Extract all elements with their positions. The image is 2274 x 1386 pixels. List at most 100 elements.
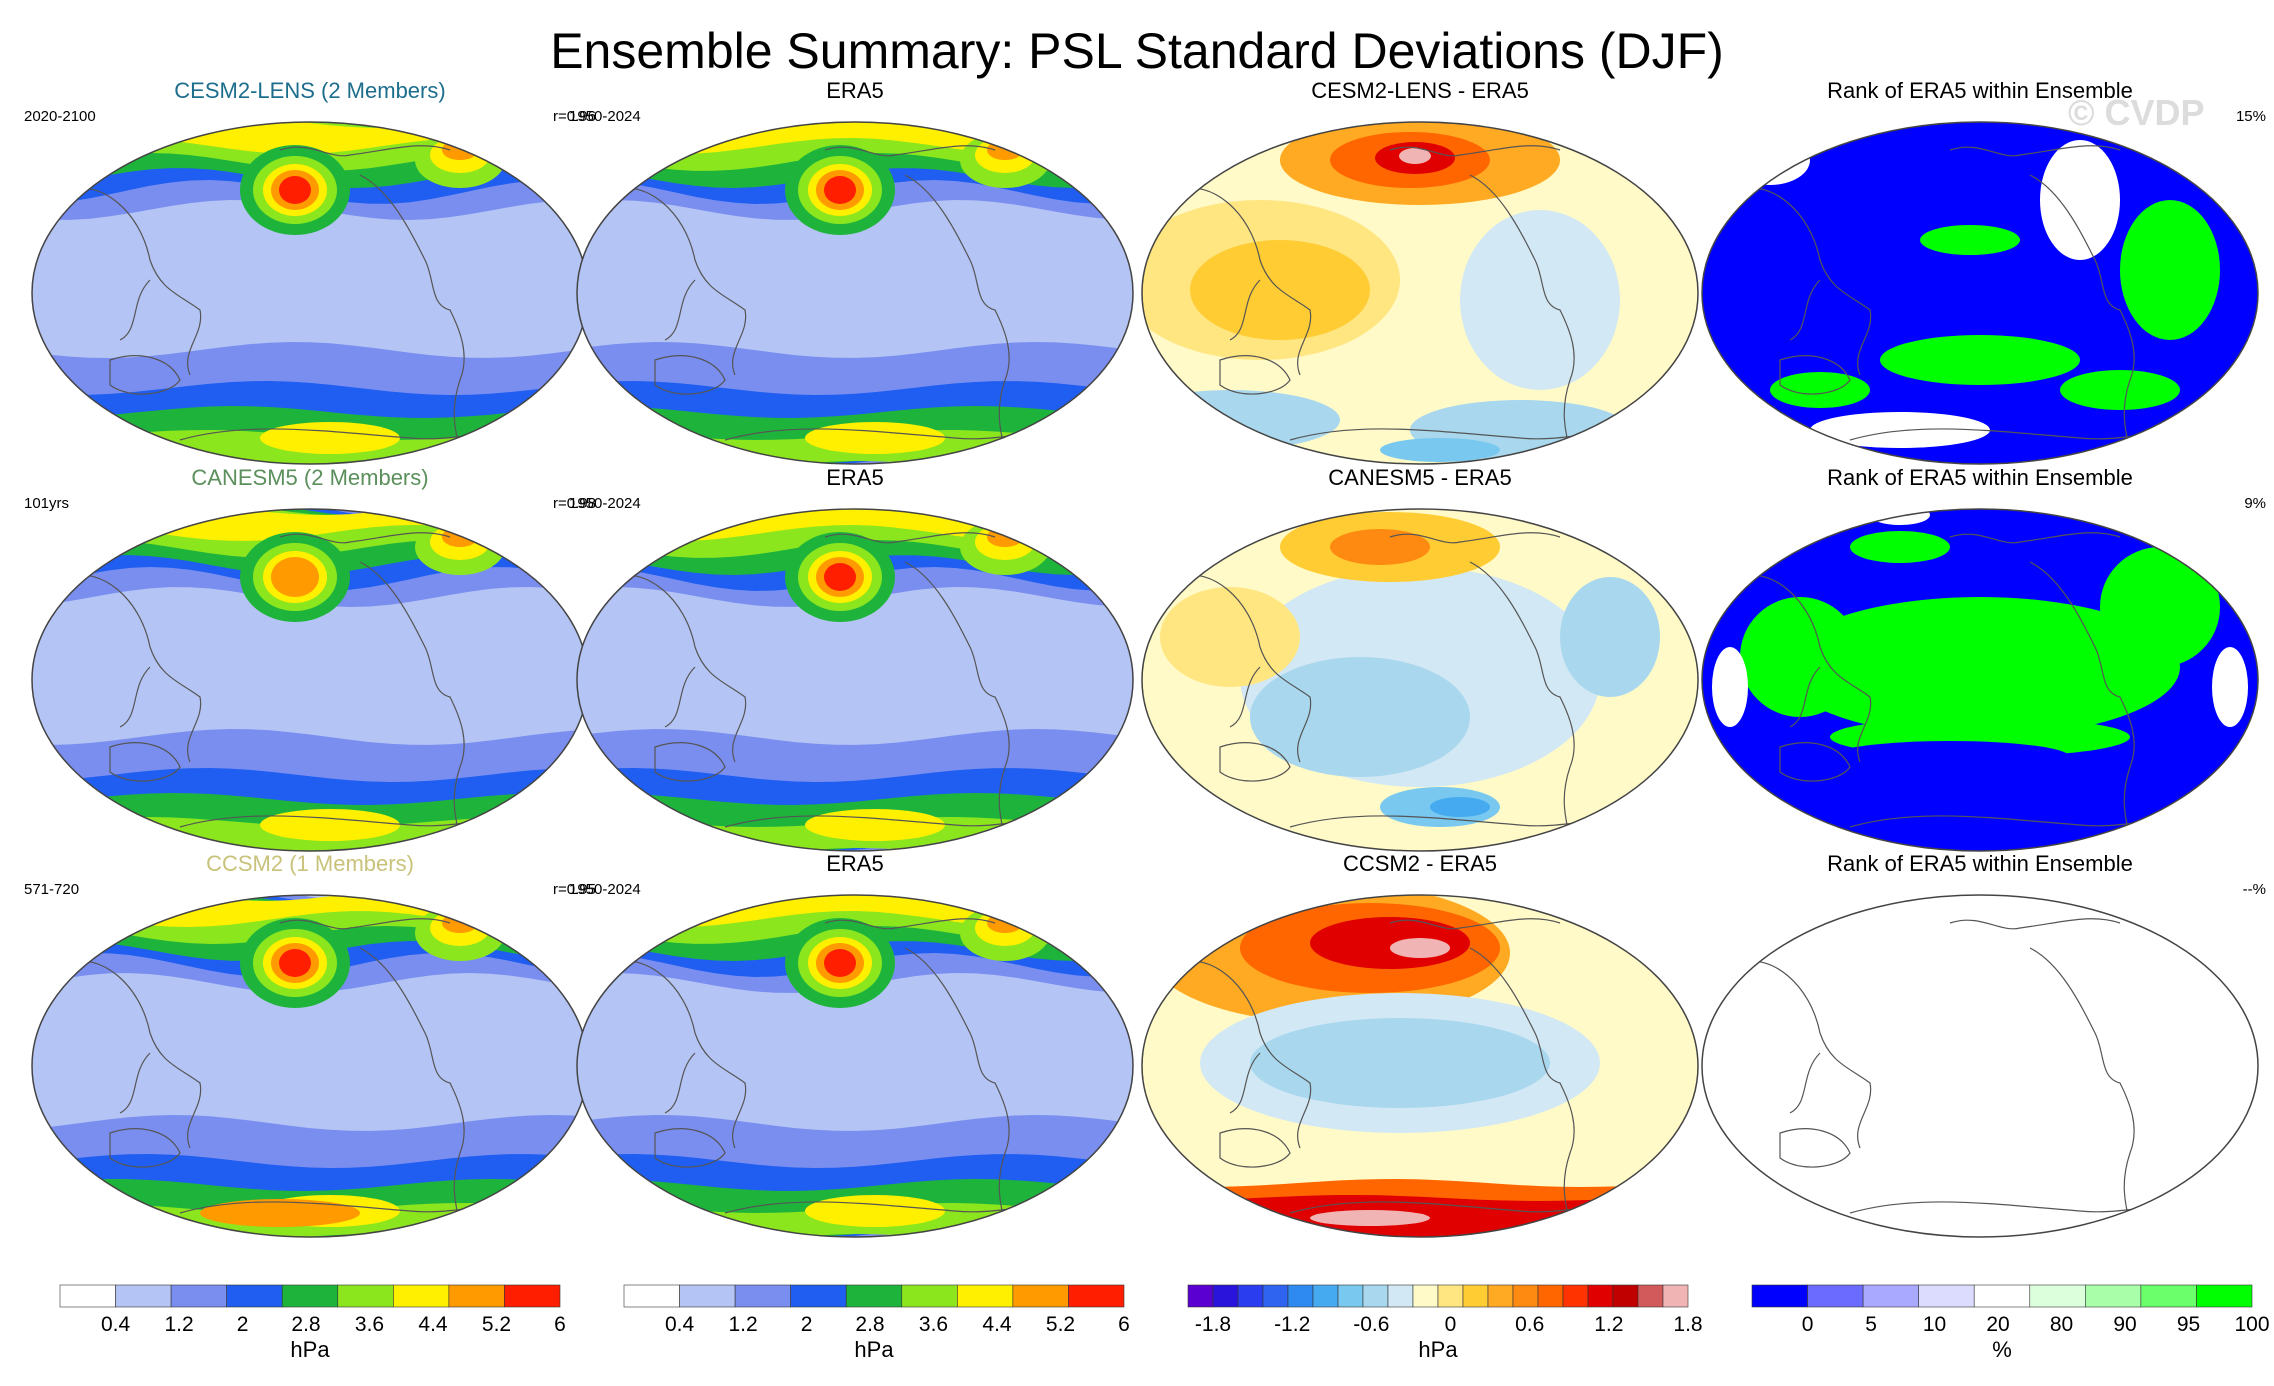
colorbar-swatch: [1462, 1284, 1489, 1308]
colorbar-tick-label: 1.2: [164, 1313, 193, 1335]
colorbar-tick-label: 4.4: [982, 1313, 1012, 1335]
colorbar-swatch: [1662, 1284, 1689, 1308]
panel-stat: --%: [2242, 881, 2266, 898]
colorbar-svg: 0.4 1.2 2 2.8 3.6 4.4 5.2 6: [59, 1284, 566, 1335]
colorbar-tick-label: 0.6: [1515, 1313, 1544, 1335]
colorbar-tick-label: 6: [554, 1313, 566, 1335]
diff-map: [1141, 894, 1699, 1238]
colorbar-tick-label: 10: [1923, 1313, 1946, 1335]
colorbar-swatch: [1262, 1284, 1289, 1308]
colorbar-tick-label: 1.8: [1673, 1313, 1702, 1335]
colorbar-swatch: [1512, 1284, 1539, 1308]
colorbar-swatch: [1068, 1284, 1125, 1308]
colorbar-swatch: [1973, 1284, 2031, 1308]
colorbar-tick-label: 1.2: [1594, 1313, 1623, 1335]
colorbar-swatch: [1612, 1284, 1639, 1308]
colorbar-swatch: [1437, 1284, 1464, 1308]
colorbar-swatch: [1562, 1284, 1589, 1308]
colorbar-tick-label: 0: [1445, 1313, 1457, 1335]
panel-title: ERA5: [826, 465, 884, 490]
colorbar-swatch: [448, 1284, 505, 1308]
colorbar-tick-label: 95: [2177, 1313, 2200, 1335]
std-map: [31, 508, 589, 852]
obs-panel: ERA5 1950-2024: [569, 465, 1135, 852]
colorbar-unit: hPa: [290, 1337, 330, 1362]
std-map: [576, 508, 1134, 852]
colorbar-svg: 0.4 1.2 2 2.8 3.6 4.4 5.2 6: [623, 1284, 1130, 1335]
rank-panel: Rank of ERA5 within Ensemble 9%: [1700, 465, 2266, 852]
colorbar-tick-label: 2: [801, 1313, 813, 1335]
panel-period: 571-720: [24, 881, 80, 898]
std-map: [31, 894, 589, 1238]
colorbar-swatch: [393, 1284, 450, 1308]
colorbar-swatch: [1807, 1284, 1864, 1308]
colorbar-swatch: [2140, 1284, 2197, 1308]
panel-period: 1950-2024: [569, 108, 641, 125]
obs-panel: ERA5 1950-2024: [569, 78, 1135, 465]
colorbar-swatch: [790, 1284, 847, 1308]
std-map: [31, 121, 589, 465]
diff-panel: CANESM5 - ERA5: [1140, 465, 1700, 852]
colorbar-swatch: [1212, 1284, 1239, 1308]
colorbar-swatch: [1587, 1284, 1614, 1308]
panel-title: ERA5: [826, 78, 884, 103]
panel-title: CESM2-LENS (2 Members): [174, 78, 446, 103]
page-title: Ensemble Summary: PSL Standard Deviation…: [550, 23, 1724, 79]
colorbar-swatch: [1012, 1284, 1069, 1308]
colorbar-swatch: [679, 1284, 736, 1308]
colorbar-swatch: [2029, 1284, 2086, 1308]
colorbar-obs-std: 0.4 1.2 2 2.8 3.6 4.4 5.2 6 hPa: [604, 1283, 1144, 1362]
panel-period: 101yrs: [24, 495, 70, 512]
colorbar-swatch: [1487, 1284, 1514, 1308]
panel-period: 1950-2024: [569, 495, 641, 512]
colorbar-svg: 0 5 10 20 80 90 95 100: [1751, 1284, 2270, 1335]
diff-map: [1141, 508, 1699, 852]
colorbar-tick-label: 5.2: [482, 1313, 511, 1335]
panel-title: CANESM5 - ERA5: [1328, 465, 1512, 490]
diff-panel: CESM2-LENS - ERA5: [1140, 78, 1700, 465]
colorbar-swatch: [281, 1284, 339, 1308]
colorbar-swatch: [1637, 1284, 1664, 1308]
colorbar-tick-label: 6: [1118, 1313, 1130, 1335]
rank-panel: Rank of ERA5 within Ensemble --%: [1700, 851, 2266, 1238]
panel-title: CCSM2 (1 Members): [206, 851, 414, 876]
colorbar-swatch: [1751, 1284, 1808, 1308]
colorbar-swatch: [2085, 1284, 2142, 1308]
panel-stat: r=0.95: [553, 881, 596, 898]
colorbar-tick-label: 0.4: [665, 1313, 695, 1335]
colorbar-swatch: [1187, 1284, 1214, 1308]
colorbar-rank: 0 5 10 20 80 90 95 100%: [1732, 1283, 2272, 1362]
rank-panel: Rank of ERA5 within Ensemble 15%: [1700, 78, 2266, 465]
colorbar-swatch: [170, 1284, 227, 1308]
panel-title: Rank of ERA5 within Ensemble: [1827, 851, 2133, 876]
colorbar-swatch: [1312, 1284, 1339, 1308]
colorbar-difference: -1.8 -1.2 -0.6 0 0.6 1.2 1.8 hPa: [1168, 1283, 1708, 1362]
colorbar-tick-label: 80: [2050, 1313, 2073, 1335]
colorbar-swatch: [1287, 1284, 1314, 1308]
colorbar-swatch: [1362, 1284, 1389, 1308]
colorbar-swatch: [1337, 1284, 1364, 1308]
colorbar-tick-label: -1.8: [1195, 1313, 1231, 1335]
panel-title: Rank of ERA5 within Ensemble: [1827, 465, 2133, 490]
colorbar-tick-label: 2.8: [855, 1313, 884, 1335]
colorbar-swatch: [623, 1284, 680, 1308]
panel-period: 1950-2024: [569, 881, 641, 898]
colorbar-tick-label: 1.2: [728, 1313, 757, 1335]
colorbar-tick-label: 2.8: [291, 1313, 320, 1335]
colorbar-swatch: [845, 1284, 903, 1308]
colorbar-swatch: [957, 1284, 1014, 1308]
colorbar-swatch: [1918, 1284, 1975, 1308]
model-panel: CCSM2 (1 Members) 571-720 r=0.95: [24, 851, 596, 1238]
colorbar-swatch: [2196, 1284, 2253, 1308]
colorbar-swatch: [226, 1284, 283, 1308]
colorbar-tick-label: -0.6: [1353, 1313, 1389, 1335]
colorbar-swatch: [504, 1284, 561, 1308]
colorbar-swatch: [1237, 1284, 1264, 1308]
colorbar-tick-label: -1.2: [1274, 1313, 1310, 1335]
colorbar-swatch: [1412, 1284, 1439, 1308]
watermark: © CVDP: [2068, 92, 2205, 133]
colorbar-unit: hPa: [1418, 1337, 1458, 1362]
model-panel: CESM2-LENS (2 Members) 2020-2100 r=0.96: [24, 78, 596, 465]
rank-map: [1701, 121, 2259, 465]
panel-title: CESM2-LENS - ERA5: [1311, 78, 1529, 103]
